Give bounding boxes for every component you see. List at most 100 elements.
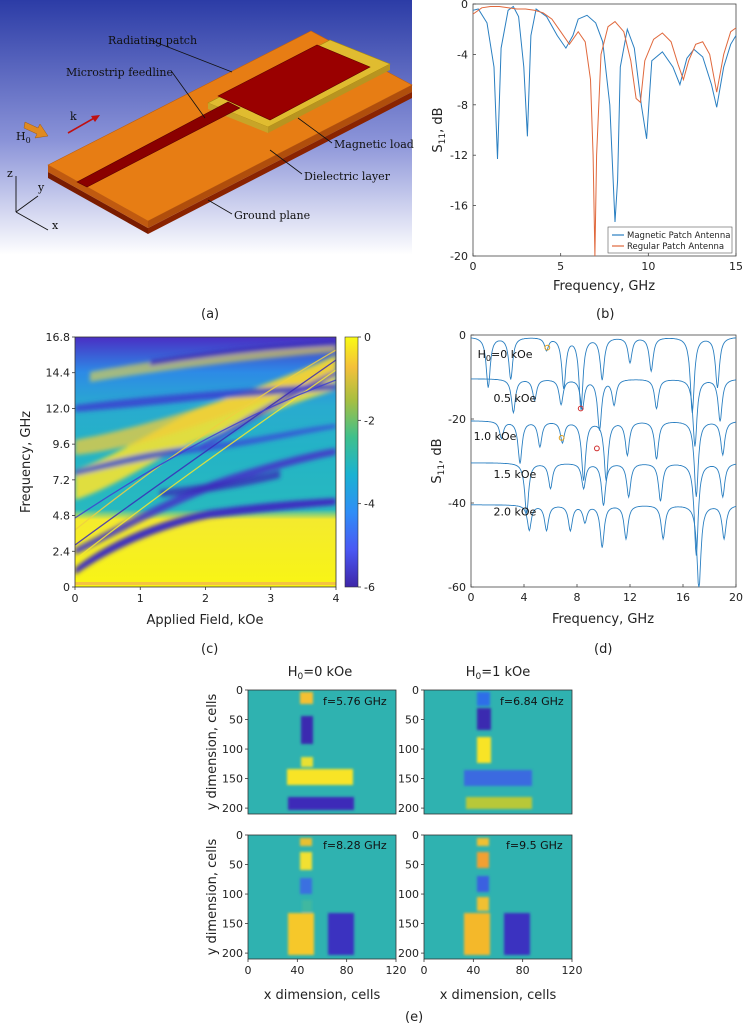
- d-marker-3: [558, 435, 565, 441]
- c-colorbar: [344, 336, 359, 588]
- d-series-line-3: [471, 420, 737, 497]
- c-colorbar-tick-label: -2: [364, 414, 375, 427]
- svg-text:y: y: [37, 181, 45, 194]
- e-y-tick-label: 150: [222, 918, 243, 931]
- e-column-title-1: H0=1 kOe: [466, 665, 531, 682]
- e-y-tick-label: 50: [229, 859, 243, 872]
- d-series-line-4: [470, 462, 737, 556]
- b-y-tick-label: -16: [450, 200, 468, 213]
- e-map-3-label: f=8.28 GHz: [323, 839, 387, 852]
- e-map-2-label: f=6.84 GHz: [500, 695, 564, 708]
- e-y-tick-label: 150: [222, 773, 243, 786]
- b-y-axis-label: S11, dB: [431, 107, 448, 152]
- d-y-tick-label: 0: [459, 329, 466, 342]
- d-series-line-5: [471, 504, 737, 588]
- e-x-tick-label: 120: [562, 964, 583, 977]
- e-y-tick-label: 200: [398, 802, 419, 815]
- microstrip-feedline: [76, 101, 241, 188]
- caption-c: (c): [201, 642, 218, 657]
- d-x-tick-label: 4: [521, 591, 528, 604]
- d-x-axis-label: Frequency, GHz: [552, 612, 654, 627]
- d-y-tick-label: -60: [448, 581, 466, 594]
- d-x-tick-label: 20: [729, 591, 743, 604]
- e-y-tick-label: 100: [398, 743, 419, 756]
- label-magnetic-load: Magnetic load: [334, 138, 414, 151]
- plot-d-frame: [470, 334, 737, 588]
- b-x-tick-label: 5: [557, 260, 564, 273]
- e-y-tick-label: 0: [412, 684, 419, 697]
- e-map-3: [248, 835, 396, 959]
- c-x-tick-label: 3: [267, 592, 274, 605]
- e-x-tick-label: 40: [290, 964, 304, 977]
- e-x-tick-label: 40: [466, 964, 480, 977]
- e-y-tick-label: 50: [229, 714, 243, 727]
- c-x-tick-label: 2: [202, 592, 209, 605]
- e-x-tick-label: 0: [421, 964, 428, 977]
- d-marker-2: [577, 405, 584, 412]
- label-field: H: [16, 130, 26, 143]
- d-series-label-2: 0.5 kOe: [494, 392, 537, 405]
- c-x-tick-label: 0: [72, 592, 79, 605]
- c-y-tick-label: 4.8: [53, 510, 71, 523]
- b-x-tick-label: 10: [641, 260, 655, 273]
- svg-text:z: z: [7, 167, 13, 180]
- caption-d: (d): [594, 642, 612, 657]
- e-map-1-label: f=5.76 GHz: [323, 695, 387, 708]
- c-x-tick-label: 1: [137, 592, 144, 605]
- c-x-tick-label: 4: [333, 592, 340, 605]
- d-series-line-2: [471, 378, 737, 447]
- legend-regular-patch: Regular Patch Antenna: [627, 242, 724, 252]
- d-series-line-1: [470, 337, 737, 414]
- label-microstrip-feedline: Microstrip feedline: [66, 66, 173, 79]
- b-legend: Magnetic Patch Antenna Regular Patch Ant…: [607, 226, 733, 254]
- b-y-tick-label: -12: [450, 149, 468, 162]
- e-x-axis-label-1: x dimension, cells: [264, 988, 381, 1003]
- e-y-tick-label: 0: [236, 684, 243, 697]
- panel-e-field-maps: H0=0 kOe H0=1 kOe: [205, 665, 583, 1003]
- panel-d-s11-vs-field: 0 4 8 12 16 20 0 -20 -40 -60 H0=0 kOe 0.5 kOe 1.0 k…: [430, 329, 743, 627]
- d-series-label-4: 1.5 kOe: [494, 468, 537, 481]
- e-map-4: [424, 835, 572, 959]
- c-x-axis-label: Applied Field, kOe: [146, 613, 263, 628]
- e-y-tick-label: 100: [398, 888, 419, 901]
- d-y-tick-label: -20: [448, 413, 466, 426]
- e-x-tick-label: 0: [245, 964, 252, 977]
- svg-text:x: x: [52, 219, 59, 232]
- coordinate-axes-icon: z y x: [7, 167, 59, 232]
- d-x-tick-label: 12: [623, 591, 637, 604]
- ground-plane-edge: [48, 172, 148, 234]
- radiating-patch: [217, 44, 371, 121]
- d-y-axis-label: S11, dB: [430, 438, 447, 483]
- d-marker-4: [593, 445, 600, 452]
- d-y-tick-label: -40: [448, 497, 466, 510]
- e-y-tick-label: 0: [412, 829, 419, 842]
- e-y-tick-label: 50: [405, 714, 419, 727]
- c-y-tick-label: 2.4: [53, 545, 71, 558]
- e-y-tick-label: 200: [222, 947, 243, 960]
- label-dielectric-layer: Dielectric layer: [304, 170, 391, 183]
- c-y-tick-label: 7.2: [53, 474, 71, 487]
- c-colorbar-tick-label: -4: [364, 498, 375, 511]
- d-marker-1: [544, 344, 551, 351]
- b-y-tick-label: -4: [457, 48, 468, 61]
- c-y-axis-label: Frequency, GHz: [19, 411, 34, 513]
- e-y-tick-label: 150: [398, 918, 419, 931]
- e-x-tick-label: 80: [516, 964, 530, 977]
- caption-b: (b): [596, 307, 614, 322]
- e-map-2: [424, 690, 572, 814]
- c-colorbar-tick-label: -6: [364, 581, 375, 594]
- panel-c-field-heatmap: 0 1 2 3 4 0 2.4 4.8 7.2 9.6 12.0 14.4 16.8 0 -2 -4 -6 Ap…: [19, 331, 375, 628]
- d-x-tick-label: 8: [574, 591, 581, 604]
- e-column-title-0: H0=0 kOe: [288, 665, 353, 682]
- b-series-line-1: [472, 5, 737, 223]
- e-x-tick-label: 120: [386, 964, 407, 977]
- d-series-label-5: 2.0 kOe: [494, 506, 537, 519]
- wave-arrow-icon: [67, 116, 97, 134]
- b-x-axis-label: Frequency, GHz: [553, 279, 655, 294]
- d-series-label-1: H0=0 kOe: [478, 348, 533, 363]
- plot-b-frame: [472, 3, 737, 257]
- legend-magnetic-patch: Magnetic Patch Antenna: [627, 231, 730, 241]
- svg-text:H0: H0: [16, 130, 31, 145]
- panel-b-s11-comparison: 0 5 10 15 0 -4 -8 -12 -16 -20 Frequency, GHz S11,…: [431, 0, 743, 294]
